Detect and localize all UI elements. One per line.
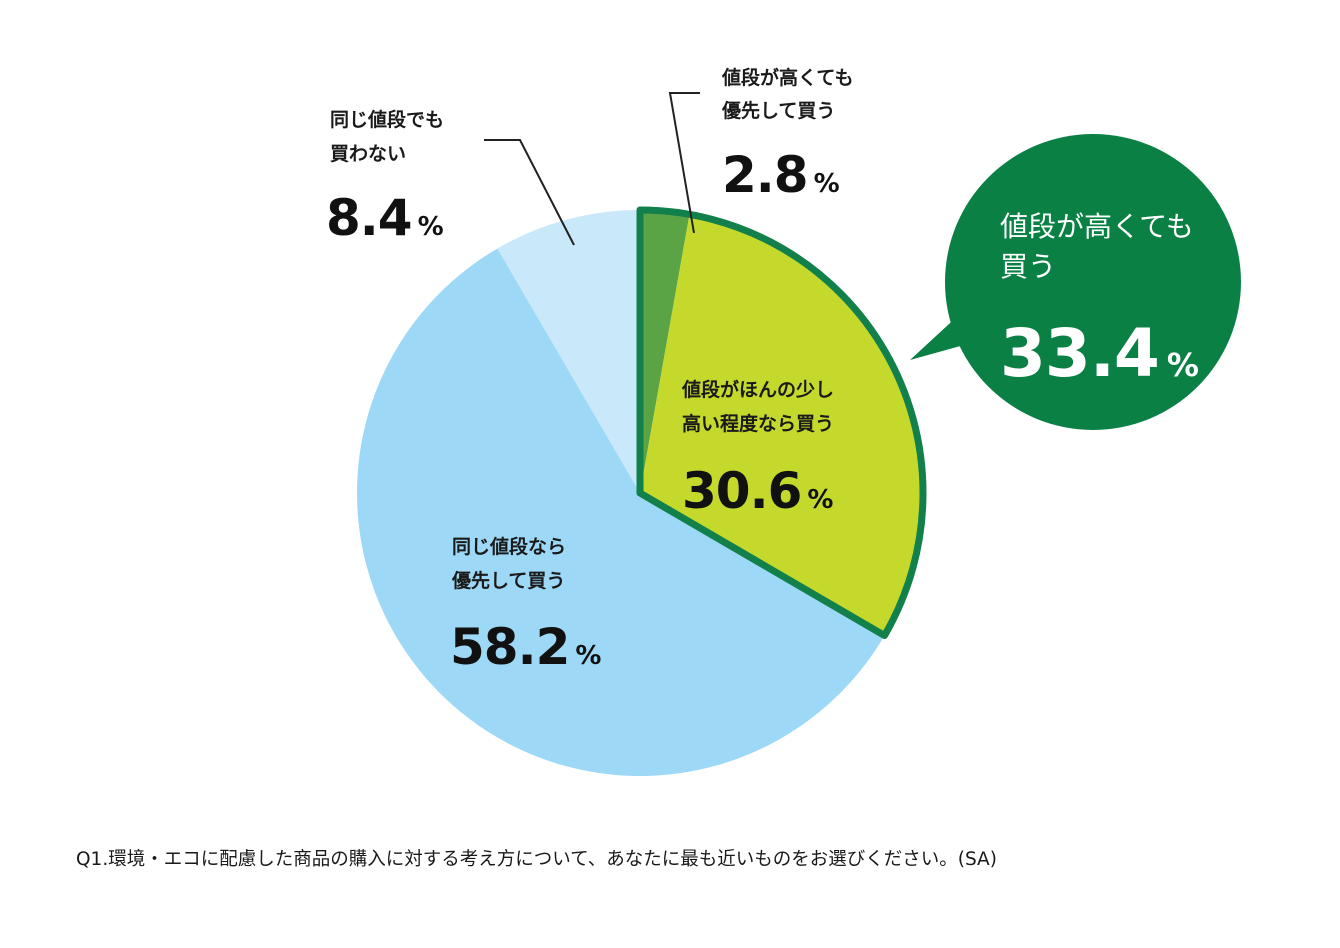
highlight-outline xyxy=(636,206,927,640)
highlight-callout: 値段が高くても 買う 33.4% xyxy=(910,134,1241,430)
slice-label-0: 値段が高くても 優先して買う 2.8% xyxy=(721,66,853,204)
slice-2-label-line-1: 同じ値段なら xyxy=(452,535,566,558)
leader-lines xyxy=(484,92,700,246)
callout-bubble xyxy=(945,134,1241,430)
question-text: Q1.環境・エコに配慮した商品の購入に対する考え方について、あなたに最も近いもの… xyxy=(76,849,997,870)
callout-value: 33.4% xyxy=(1000,315,1199,392)
callout-label-line-2: 買う xyxy=(1000,250,1056,283)
pie-slice-0 xyxy=(640,210,690,493)
slice-0-label-line-2: 優先して買う xyxy=(721,99,835,122)
leader-line-slice-0 xyxy=(668,92,700,234)
slice-1-label-line-2: 高い程度なら買う xyxy=(682,412,834,435)
pie-slice-2 xyxy=(357,248,885,777)
slice-2-label-line-2: 優先して買う xyxy=(451,569,565,592)
callout-label-line-1: 値段が高くても xyxy=(1000,210,1194,243)
slice-1-label-line-1: 値段がほんの少し xyxy=(681,378,834,401)
slice-3-value: 8.4% xyxy=(326,189,444,247)
slice-1-value: 30.6% xyxy=(682,462,833,520)
slice-2-value: 58.2% xyxy=(450,618,601,676)
leader-line-slice-3 xyxy=(484,139,575,246)
pie-slice-3 xyxy=(497,210,640,493)
slice-label-3: 同じ値段でも 買わない 8.4% xyxy=(326,108,444,247)
slice-label-2: 同じ値段なら 優先して買う 58.2% xyxy=(450,535,601,676)
slice-3-label-line-1: 同じ値段でも xyxy=(330,108,444,131)
slice-3-label-line-2: 買わない xyxy=(330,143,406,165)
slice-0-label-line-1: 値段が高くても xyxy=(721,66,853,89)
slice-label-1: 値段がほんの少し 高い程度なら買う 30.6% xyxy=(681,378,834,520)
slice-0-value: 2.8% xyxy=(722,146,840,204)
